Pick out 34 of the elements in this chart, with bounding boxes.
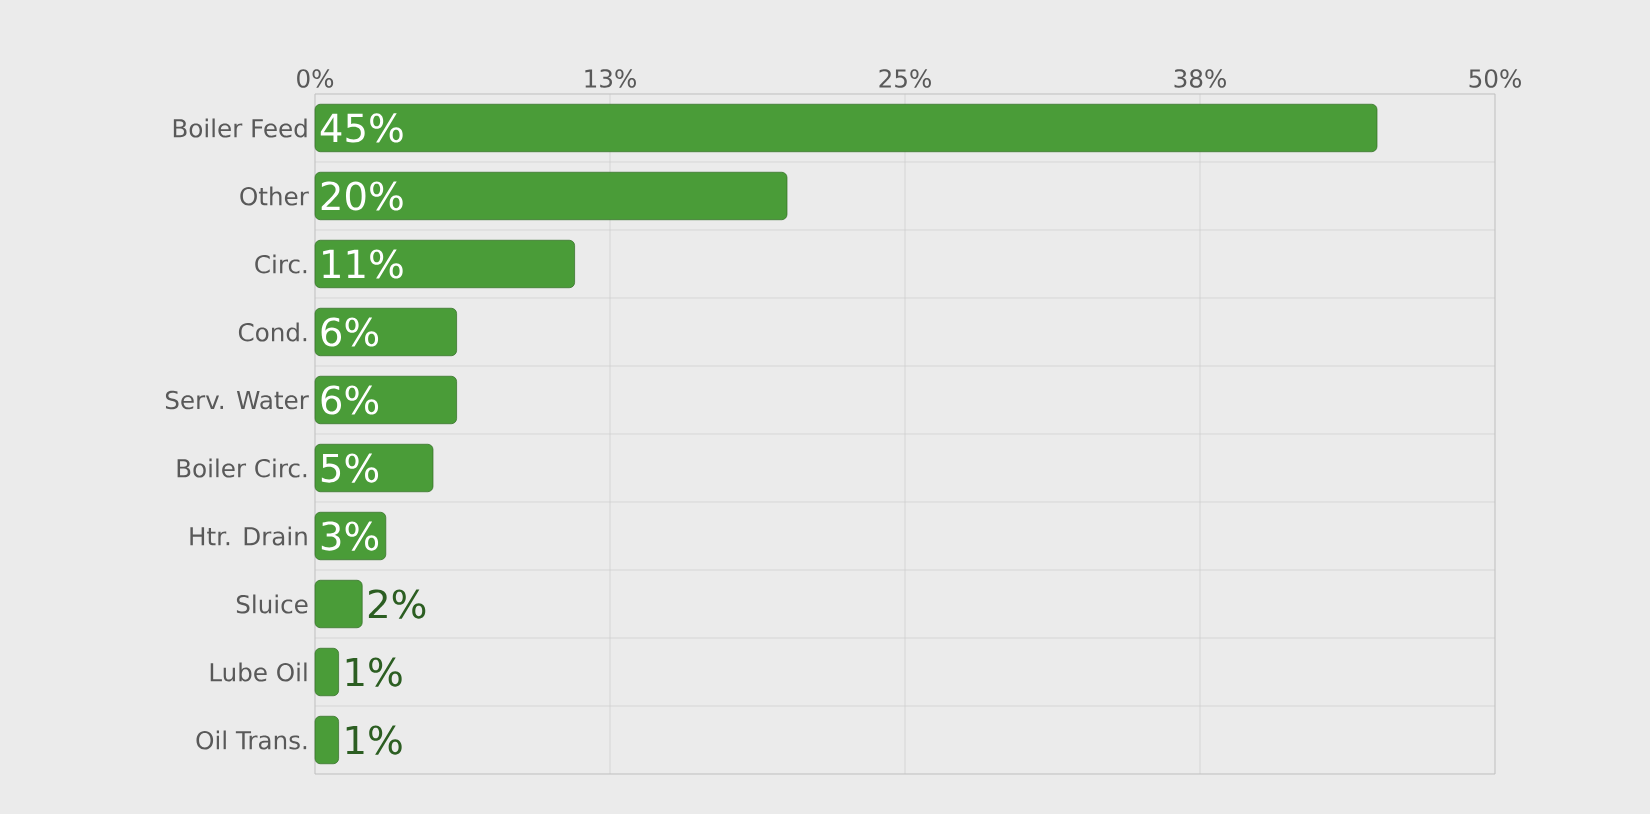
y-tick-label: Lube Oil bbox=[210, 662, 307, 682]
y-tick-label: Oil Trans. bbox=[196, 730, 307, 750]
y-tick-label: Htr. Drain bbox=[190, 526, 307, 546]
bar bbox=[314, 375, 457, 425]
data-label: 1% bbox=[346, 657, 402, 687]
y-tick-label: Serv. Water bbox=[165, 390, 309, 410]
data-label: 6% bbox=[321, 385, 379, 415]
bar bbox=[314, 307, 457, 357]
x-tick-label: 0% bbox=[297, 69, 334, 88]
bar bbox=[314, 443, 434, 493]
data-label: 20% bbox=[321, 181, 403, 211]
bar bbox=[314, 171, 788, 221]
y-tick-label: Sluice bbox=[236, 594, 308, 614]
y-tick-label: Boiler Feed bbox=[173, 118, 307, 138]
bar bbox=[314, 647, 339, 697]
bar bbox=[314, 579, 363, 629]
y-tick-label: Cond. bbox=[238, 322, 307, 342]
y-tick-label: Other bbox=[240, 186, 309, 206]
data-label: 45% bbox=[320, 113, 403, 143]
x-tick-label: 38% bbox=[1174, 69, 1226, 88]
data-label: 2% bbox=[368, 589, 426, 619]
data-label: 6% bbox=[321, 317, 379, 347]
x-tick-label: 13% bbox=[585, 69, 636, 88]
bar bbox=[314, 715, 339, 765]
data-label: 11% bbox=[323, 249, 403, 279]
x-tick-label: 25% bbox=[879, 69, 931, 88]
x-tick-label: 50% bbox=[1469, 69, 1521, 88]
bar bbox=[314, 239, 575, 289]
data-label: 1% bbox=[346, 725, 402, 755]
y-tick-label: Circ. bbox=[255, 254, 307, 274]
y-tick-label: Boiler Circ. bbox=[177, 458, 307, 478]
data-label: 3% bbox=[321, 521, 379, 551]
bar bbox=[314, 103, 1378, 153]
data-label: 5% bbox=[321, 453, 379, 483]
